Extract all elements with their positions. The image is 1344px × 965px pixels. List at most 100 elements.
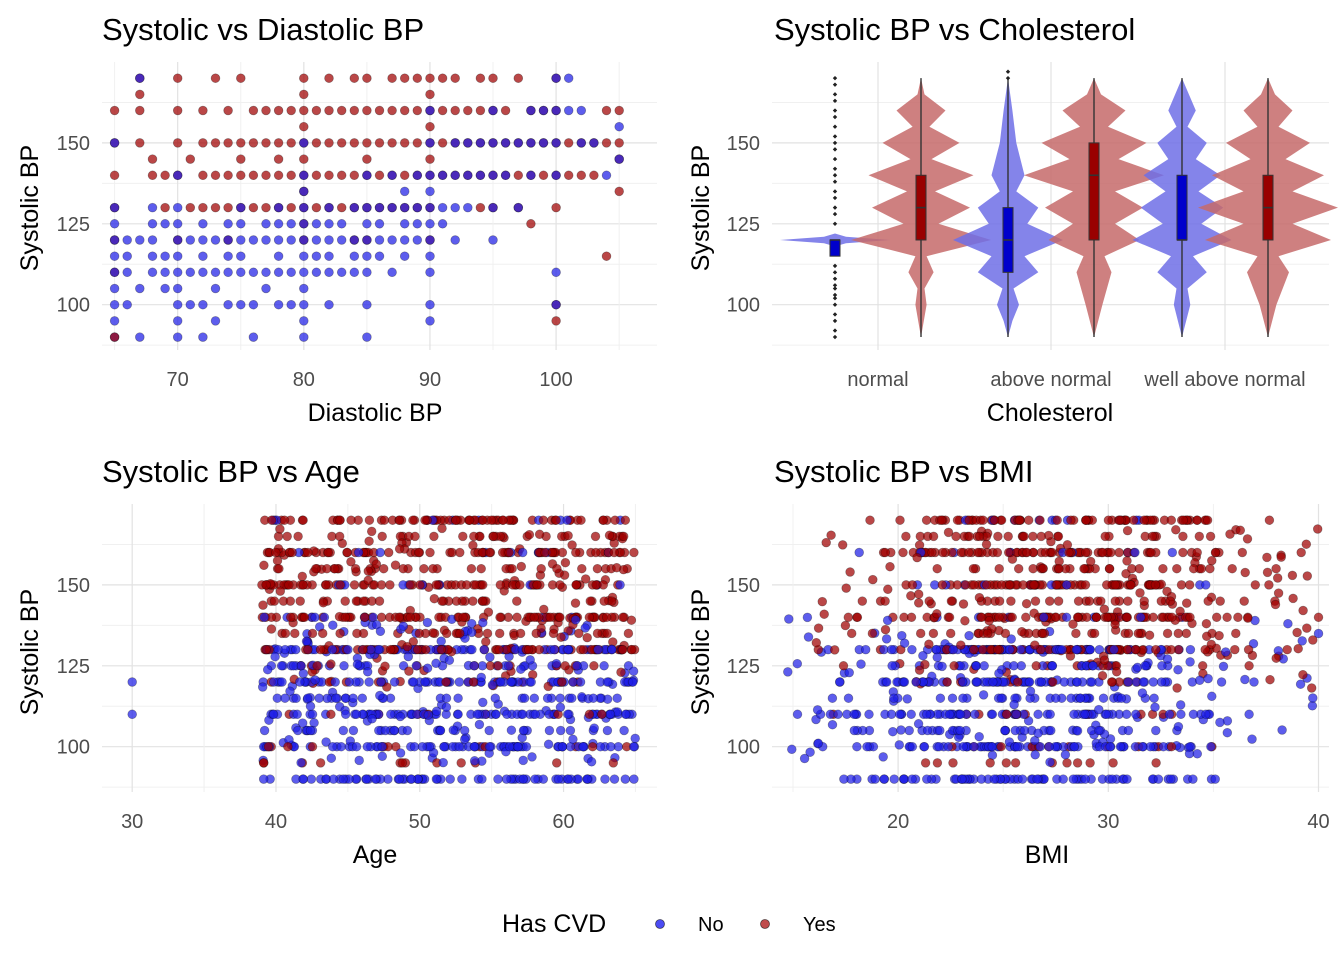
y-axis-title: Systolic BP [16, 589, 44, 715]
point-yes [932, 563, 942, 574]
point-no [580, 623, 590, 633]
point-no [504, 741, 515, 752]
point-no [336, 219, 347, 229]
point-no [299, 186, 309, 197]
point-yes [299, 121, 309, 132]
point-yes [273, 105, 284, 116]
point-no [1011, 709, 1021, 720]
point-yes [1051, 612, 1061, 623]
point-no [198, 299, 208, 310]
point-yes [476, 563, 486, 574]
point-yes [977, 644, 988, 655]
x-tick-label: normal [847, 369, 908, 391]
point-no [311, 219, 322, 229]
point-yes [399, 170, 410, 181]
point-no [854, 547, 864, 558]
point-no [399, 186, 410, 197]
point-no [568, 734, 578, 745]
point-yes [1210, 547, 1221, 558]
point-yes [555, 612, 565, 623]
point-no [280, 644, 290, 655]
point-yes [437, 596, 447, 606]
point-no [362, 299, 372, 310]
point-yes [318, 598, 329, 608]
point-yes [906, 612, 917, 623]
point-no [1192, 749, 1203, 759]
point-yes [1211, 612, 1222, 623]
point-no [1024, 677, 1035, 687]
point-no [362, 667, 373, 677]
y-tick-label: 100 [727, 737, 760, 759]
point-yes [948, 758, 958, 768]
point-yes [1114, 515, 1125, 525]
point-no [374, 202, 385, 213]
point-no [198, 251, 208, 261]
point-no [339, 661, 349, 671]
point-no [435, 725, 446, 736]
point-no [109, 138, 120, 148]
point-no [979, 661, 989, 671]
point-yes [1089, 628, 1100, 639]
outlier-point [832, 114, 838, 120]
point-no [399, 251, 410, 261]
point-no [127, 677, 137, 687]
point-no [878, 752, 888, 762]
point-no [277, 677, 287, 687]
point-yes [994, 596, 1005, 606]
point-yes [273, 138, 284, 148]
point-no [210, 316, 221, 326]
point-no [270, 651, 280, 662]
point-no [299, 219, 309, 229]
point-yes [429, 531, 439, 542]
point-no [1107, 774, 1117, 784]
point-yes [913, 598, 924, 608]
point-yes [321, 580, 331, 590]
point-no [305, 701, 316, 711]
point-yes [592, 563, 603, 574]
point-yes [1231, 628, 1241, 639]
point-no [324, 219, 334, 229]
point-no [1051, 693, 1061, 703]
point-no [307, 709, 318, 720]
point-no [1137, 741, 1148, 752]
point-no [261, 219, 271, 229]
point-yes [1122, 525, 1133, 536]
point-no [886, 644, 897, 655]
point-no [336, 741, 346, 752]
point-yes [601, 138, 612, 148]
point-yes [380, 661, 390, 671]
point-no [614, 121, 624, 132]
point-yes [964, 547, 974, 558]
point-yes [269, 596, 280, 606]
point-yes [1301, 539, 1312, 549]
point-no [223, 267, 233, 278]
point-no [879, 774, 889, 784]
point-no [1240, 674, 1250, 685]
point-no [578, 741, 588, 752]
point-no [330, 677, 340, 687]
point-yes [1250, 580, 1261, 590]
point-yes [996, 741, 1006, 752]
point-no [223, 235, 233, 245]
point-yes [273, 154, 284, 164]
point-yes [436, 644, 447, 655]
point-yes [336, 202, 347, 213]
point-yes [837, 540, 848, 550]
point-yes [362, 154, 372, 164]
point-no [996, 693, 1007, 703]
outlier-point [832, 92, 838, 97]
point-yes [1018, 580, 1028, 590]
point-yes [334, 531, 345, 542]
point-yes [410, 531, 420, 542]
point-no [827, 719, 838, 730]
point-yes [571, 580, 581, 590]
point-no [614, 154, 624, 164]
legend-label-yes: Yes [803, 914, 836, 936]
point-no [944, 709, 955, 720]
point-no [459, 725, 470, 736]
point-no [911, 677, 921, 687]
point-yes [394, 544, 405, 554]
point-no [298, 774, 308, 784]
point-yes [1053, 596, 1064, 606]
point-yes [973, 547, 983, 558]
